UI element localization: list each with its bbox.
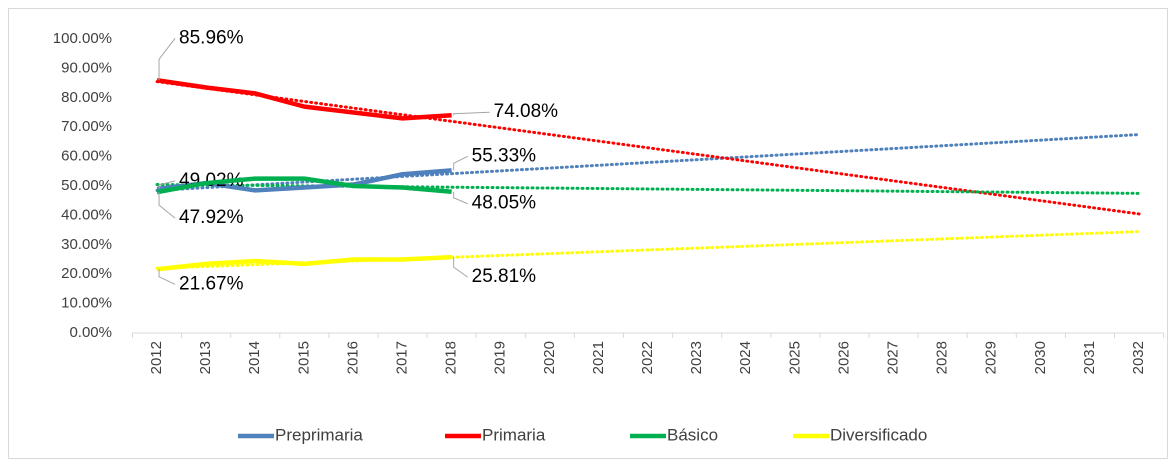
x-tick-label: 2017 (394, 341, 411, 374)
trend-line (155, 80, 1141, 216)
x-tick-label: 2015 (295, 341, 312, 374)
x-tick-label: 2021 (590, 341, 607, 374)
y-tick-label: 20.00% (61, 265, 112, 282)
x-tick-label: 2019 (492, 341, 509, 374)
y-tick-label: 0.00% (69, 324, 112, 341)
series-line (156, 176, 452, 195)
leader-line (158, 269, 176, 285)
y-tick-label: 30.00% (61, 236, 112, 253)
data-label: 25.81% (472, 266, 537, 287)
y-tick-label: 100.00% (53, 30, 112, 47)
y-tick-label: 70.00% (61, 118, 112, 135)
legend-label: Primaria (482, 425, 546, 444)
x-tick-label: 2029 (983, 341, 1000, 374)
leader-line (453, 257, 468, 278)
leader-line (453, 191, 468, 205)
x-tick-label: 2020 (541, 341, 558, 374)
data-label: 48.05% (472, 193, 537, 214)
leader-line (158, 192, 176, 219)
x-tick-label: 2026 (835, 341, 852, 374)
x-tick-label: 2032 (1130, 341, 1147, 374)
series-line (156, 78, 452, 121)
y-tick-label: 10.00% (61, 295, 112, 312)
leader-line (158, 37, 176, 81)
x-tick-label: 2031 (1081, 341, 1098, 374)
y-tick-label: 90.00% (61, 59, 112, 76)
chart-border (8, 8, 1168, 459)
data-label: 85.96% (179, 27, 244, 48)
x-tick-label: 2013 (197, 341, 214, 374)
x-tick-label: 2014 (246, 341, 263, 374)
leader-line (453, 155, 468, 171)
leader-line (453, 111, 490, 116)
x-tick-label: 2027 (885, 341, 902, 374)
y-tick-label: 60.00% (61, 148, 112, 165)
y-tick-label: 50.00% (61, 177, 112, 194)
legend-label: Diversificado (830, 425, 927, 444)
x-tick-label: 2028 (934, 341, 951, 374)
data-label: 55.33% (472, 145, 537, 166)
x-tick-label: 2018 (443, 341, 460, 374)
x-tick-label: 2012 (148, 341, 165, 374)
x-tick-label: 2030 (1032, 341, 1049, 374)
data-label: 74.08% (494, 101, 559, 122)
x-tick-label: 2016 (344, 341, 361, 374)
legend-label: Preprimaria (275, 425, 363, 444)
y-tick-label: 80.00% (61, 89, 112, 106)
leader-line (158, 180, 176, 189)
y-tick-label: 40.00% (61, 206, 112, 223)
data-label: 21.67% (179, 273, 244, 294)
x-tick-label: 2023 (688, 341, 705, 374)
data-label: 47.92% (179, 207, 244, 228)
x-tick-label: 2025 (786, 341, 803, 374)
x-tick-label: 2022 (639, 341, 656, 374)
legend-label: Básico (667, 425, 718, 444)
x-tick-label: 2024 (737, 341, 754, 374)
series-line (156, 254, 452, 272)
